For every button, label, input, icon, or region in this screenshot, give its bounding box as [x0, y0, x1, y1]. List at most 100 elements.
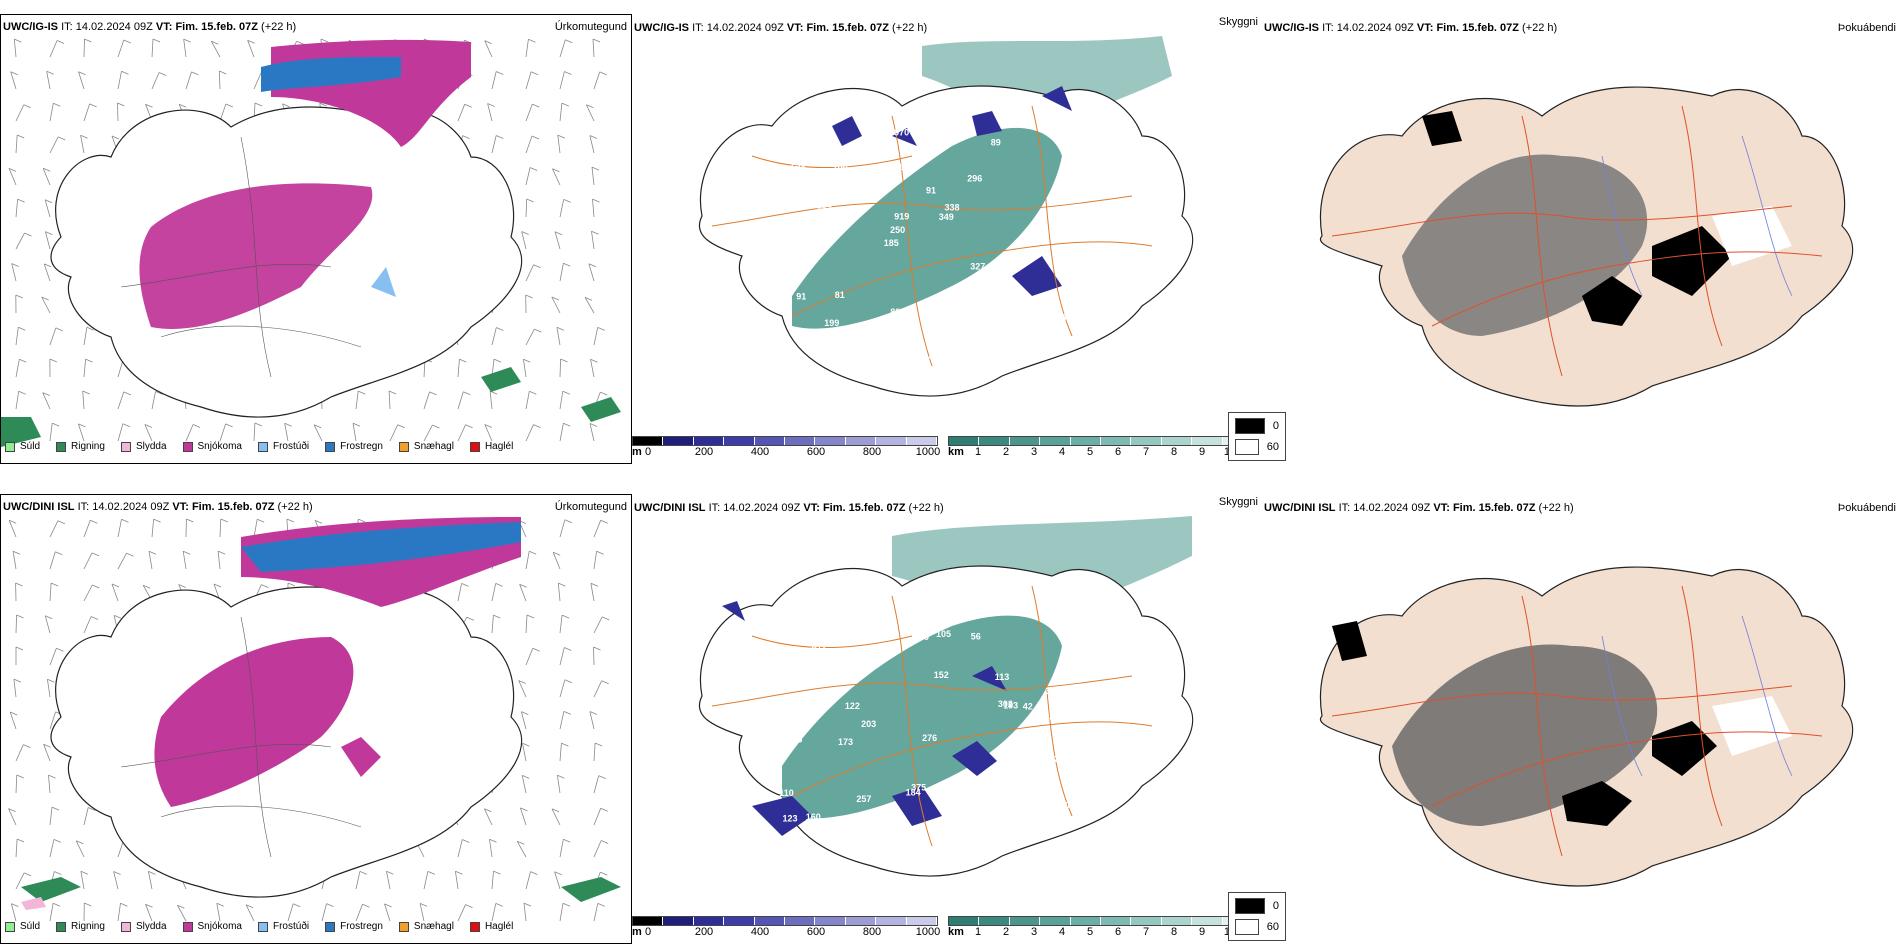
- wind-barb-feather: [19, 358, 27, 363]
- wind-barb-feather: [529, 390, 537, 395]
- wind-barb-feather: [601, 616, 610, 621]
- panel-title: UWC/DINI ISL IT: 14.02.2024 09Z VT: Fim.…: [634, 502, 944, 514]
- wind-barb-feather: [211, 40, 219, 45]
- wind-barb: [83, 807, 89, 826]
- colorbar-cell: [785, 917, 816, 925]
- fog-panel-bottom: UWC/DINI ISL IT: 14.02.2024 09Z VT: Fim.…: [1228, 494, 1900, 944]
- wind-barb: [80, 135, 85, 154]
- visibility-value-label: 100: [833, 163, 848, 173]
- wind-barb-feather: [590, 582, 599, 587]
- wind-barb-feather: [589, 423, 598, 427]
- wind-barb: [210, 41, 221, 58]
- wind-barb: [419, 903, 425, 922]
- wind-barb: [525, 424, 534, 442]
- wind-barb-feather: [464, 103, 472, 108]
- visibility-value-label: 58: [859, 830, 869, 840]
- colorbar-tick: 1: [974, 446, 982, 458]
- legend-item: Haglél: [469, 921, 513, 932]
- visibility-value-label: 160: [914, 632, 929, 642]
- visibility-value-label: 556: [896, 315, 911, 325]
- wind-barb: [491, 871, 494, 890]
- wind-barb: [8, 808, 17, 826]
- visibility-value-label: 193: [1003, 701, 1018, 711]
- wind-barb: [559, 358, 561, 378]
- visibility-value-label: 402: [1061, 184, 1076, 194]
- colorbar-cell: [633, 917, 664, 925]
- wind-barb-feather: [143, 584, 151, 589]
- wind-barb: [49, 711, 56, 730]
- legend-item: Rigning: [56, 921, 105, 932]
- wind-barb-feather: [563, 422, 571, 427]
- wind-barb: [49, 807, 53, 826]
- wind-barb-feather: [10, 711, 18, 716]
- wind-barb-feather: [23, 744, 31, 748]
- wind-barb-feather: [484, 424, 492, 428]
- wind-barb-feather: [52, 422, 60, 427]
- visibility-value-label: 124: [862, 190, 877, 200]
- wind-barb-feather: [122, 423, 131, 428]
- wind-barb-feather: [552, 168, 560, 173]
- visibility-map: 2271621731852961048191911241101995733834…: [698, 36, 1194, 397]
- fog-legend: 0 60: [1228, 412, 1286, 461]
- wind-barb: [559, 391, 564, 410]
- wind-barb: [559, 199, 565, 218]
- wind-barb-feather: [120, 902, 128, 907]
- wind-barb: [49, 582, 52, 602]
- visibility-value-label: 405: [929, 352, 944, 362]
- visibility-value-label: 240: [1048, 692, 1063, 702]
- wind-barb: [151, 519, 154, 538]
- wind-barb: [49, 551, 56, 570]
- wind-barb-feather: [554, 231, 563, 236]
- wind-barb: [245, 904, 255, 922]
- colorbar-cell: [815, 437, 846, 445]
- wind-barb-feather: [484, 808, 492, 813]
- visibility-value-label: 238: [1072, 672, 1087, 682]
- colorbar-cell: [949, 917, 980, 925]
- panel-name-visibility: Skyggni: [1218, 16, 1258, 28]
- wind-barb-feather: [121, 70, 129, 75]
- wind-barb-feather: [593, 646, 601, 651]
- wind-barb: [82, 390, 85, 410]
- wind-barb-feather: [15, 294, 23, 299]
- precip-legend: Súld Rigning Slydda Snjókoma Frostúði Fr…: [5, 921, 529, 932]
- visibility-value-label: 98: [970, 605, 980, 615]
- wind-barb: [593, 616, 603, 634]
- wind-barb-feather: [41, 296, 49, 301]
- wind-barb: [117, 71, 122, 90]
- visibility-value-label: 88: [890, 307, 900, 317]
- wind-barb-feather: [594, 742, 603, 747]
- colorbar-tick: 2: [1002, 926, 1010, 938]
- colorbar-cells: [948, 436, 1254, 446]
- wind-barb: [551, 296, 561, 314]
- wind-barb-feather: [519, 583, 527, 588]
- wind-barb: [148, 871, 153, 890]
- wind-barb-feather: [598, 775, 606, 779]
- wind-barb-feather: [220, 518, 228, 523]
- visibility-value-label: 173: [838, 737, 853, 747]
- colorbar-tick: 8: [1170, 926, 1178, 938]
- wind-barb-feather: [564, 679, 573, 684]
- wind-barb-feather: [254, 102, 263, 107]
- wind-barb: [15, 614, 17, 634]
- colorbar-cell: [815, 917, 846, 925]
- wind-barb-feather: [600, 807, 608, 812]
- fog-legend-swatch-black: [1235, 418, 1265, 434]
- wind-barb: [49, 40, 58, 58]
- wind-barb-feather: [23, 104, 31, 109]
- wind-barb-feather: [51, 806, 60, 811]
- wind-barb-feather: [599, 71, 607, 76]
- colorbar-tick: 800: [862, 446, 882, 458]
- wind-barb-feather: [111, 583, 120, 588]
- wind-barb-feather: [561, 102, 570, 107]
- visibility-value-label: 109: [775, 344, 790, 354]
- wind-barb-feather: [52, 902, 61, 907]
- wind-barb: [45, 231, 51, 250]
- wind-barb-feather: [47, 678, 55, 683]
- wind-barb-feather: [123, 39, 131, 44]
- wind-barb: [313, 424, 323, 442]
- wind-barb-feather: [78, 423, 86, 428]
- wind-barb: [489, 839, 493, 858]
- wind-barb: [586, 104, 595, 122]
- wind-barb: [487, 103, 493, 122]
- wind-barb-feather: [16, 838, 25, 843]
